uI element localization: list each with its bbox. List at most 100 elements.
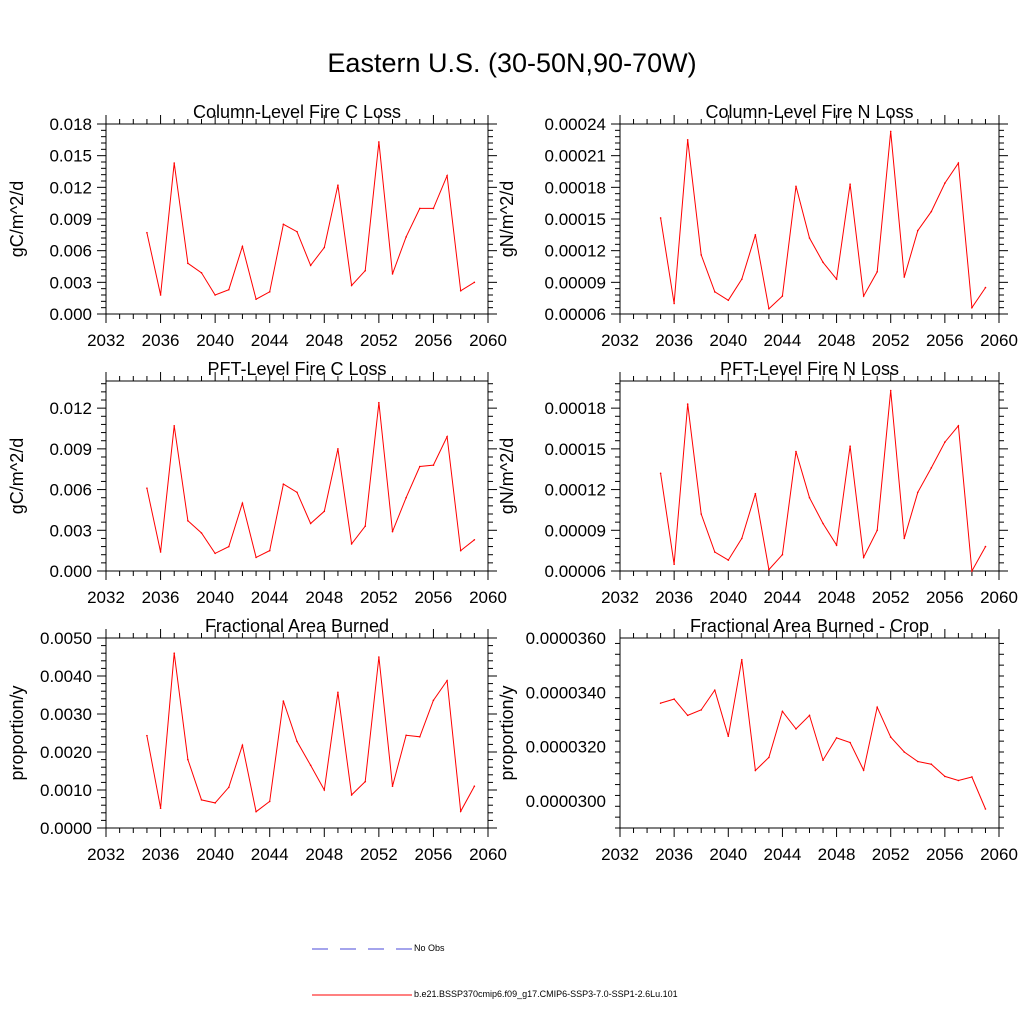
x-tick-label: 2036 bbox=[142, 331, 180, 350]
x-tick-label: 2032 bbox=[601, 845, 639, 864]
x-tick-label: 2032 bbox=[87, 331, 125, 350]
data-point bbox=[446, 435, 448, 438]
y-tick-label: 0.009 bbox=[49, 440, 92, 459]
x-tick-label: 2048 bbox=[818, 331, 856, 350]
series-line bbox=[660, 131, 986, 310]
data-point bbox=[768, 307, 770, 310]
data-point bbox=[659, 702, 662, 704]
y-tick-label: 0.00024 bbox=[545, 115, 606, 134]
data-point bbox=[473, 538, 476, 541]
data-point bbox=[944, 775, 946, 778]
data-point bbox=[282, 483, 285, 485]
data-point bbox=[214, 552, 216, 555]
data-point bbox=[296, 230, 298, 233]
y-axis-label: proportion/y bbox=[497, 685, 517, 780]
data-point bbox=[889, 736, 892, 738]
x-tick-label: 2048 bbox=[305, 845, 343, 864]
data-point bbox=[686, 714, 689, 717]
y-tick-label: 0.006 bbox=[49, 242, 92, 261]
data-point bbox=[309, 522, 312, 525]
data-point bbox=[350, 284, 353, 287]
y-axis-label: gN/m^2/d bbox=[497, 438, 517, 514]
panel-title: PFT-Level Fire N Loss bbox=[720, 359, 899, 379]
y-tick-label: 0.00012 bbox=[545, 242, 606, 261]
data-point bbox=[432, 207, 435, 210]
data-point bbox=[391, 273, 394, 275]
data-point bbox=[268, 291, 271, 293]
data-point bbox=[391, 785, 394, 787]
data-point bbox=[984, 545, 987, 548]
data-point bbox=[659, 217, 662, 219]
data-point bbox=[673, 698, 675, 700]
x-tick-label: 2036 bbox=[655, 331, 693, 350]
panel-title: PFT-Level Fire C Loss bbox=[207, 359, 386, 379]
data-point bbox=[971, 776, 973, 778]
x-tick-label: 2044 bbox=[764, 331, 802, 350]
data-point bbox=[971, 306, 973, 309]
data-point bbox=[713, 291, 716, 293]
plot-frame bbox=[105, 123, 489, 315]
data-point bbox=[255, 298, 257, 301]
data-point bbox=[903, 276, 906, 278]
data-point bbox=[889, 130, 892, 133]
data-point bbox=[686, 403, 689, 405]
plot-frame bbox=[619, 123, 1000, 315]
x-tick-label: 2052 bbox=[872, 331, 910, 350]
data-point bbox=[727, 735, 730, 738]
data-point bbox=[296, 491, 298, 494]
data-point bbox=[337, 184, 339, 187]
data-point bbox=[173, 424, 176, 427]
data-point bbox=[876, 706, 878, 709]
y-tick-label: 0.00006 bbox=[545, 562, 606, 581]
series-line bbox=[146, 141, 475, 300]
data-point bbox=[187, 758, 189, 761]
data-point bbox=[323, 246, 326, 249]
x-tick-label: 2032 bbox=[601, 588, 639, 607]
data-point bbox=[795, 450, 797, 453]
x-tick-label: 2060 bbox=[469, 331, 507, 350]
data-point bbox=[227, 545, 230, 548]
data-point bbox=[916, 491, 919, 494]
y-tick-label: 0.000 bbox=[49, 305, 92, 324]
x-tick-label: 2044 bbox=[251, 588, 289, 607]
series-line bbox=[146, 653, 475, 813]
data-point bbox=[835, 737, 838, 739]
data-point bbox=[473, 785, 476, 787]
data-point bbox=[944, 441, 946, 443]
data-point bbox=[781, 553, 784, 556]
data-point bbox=[930, 763, 933, 766]
x-tick-label: 2052 bbox=[872, 588, 910, 607]
data-point bbox=[808, 714, 811, 717]
y-tick-label: 0.00021 bbox=[545, 147, 606, 166]
data-point bbox=[754, 492, 757, 495]
x-tick-label: 2040 bbox=[196, 845, 234, 864]
data-point bbox=[241, 245, 244, 248]
data-point bbox=[378, 141, 380, 143]
y-tick-label: 0.0020 bbox=[40, 743, 92, 762]
x-tick-label: 2032 bbox=[601, 331, 639, 350]
data-point bbox=[459, 810, 462, 813]
data-point bbox=[808, 237, 811, 239]
data-point bbox=[700, 709, 703, 711]
data-point bbox=[241, 502, 244, 504]
data-point bbox=[768, 756, 770, 759]
y-tick-label: 0.00009 bbox=[545, 273, 606, 292]
data-point bbox=[822, 759, 824, 761]
x-tick-label: 2056 bbox=[926, 331, 964, 350]
x-tick-label: 2060 bbox=[980, 588, 1018, 607]
data-point bbox=[984, 808, 987, 810]
data-point bbox=[364, 780, 367, 783]
data-point bbox=[200, 799, 203, 801]
x-tick-label: 2044 bbox=[251, 845, 289, 864]
x-tick-label: 2048 bbox=[305, 588, 343, 607]
data-point bbox=[903, 751, 906, 753]
data-point bbox=[673, 563, 675, 566]
data-point bbox=[849, 741, 851, 744]
data-point bbox=[727, 299, 730, 302]
x-tick-label: 2056 bbox=[926, 845, 964, 864]
data-point bbox=[849, 445, 851, 447]
y-tick-label: 0.0000 bbox=[40, 819, 92, 838]
data-point bbox=[835, 278, 838, 280]
data-point bbox=[713, 689, 716, 691]
